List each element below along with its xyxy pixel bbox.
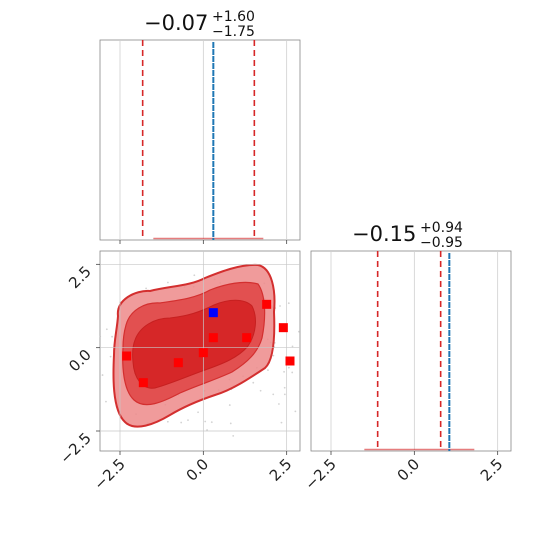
hist-panel-param1-marks — [141, 40, 264, 240]
scatter-xtick-label-0: −2.5 — [90, 455, 128, 493]
hist-panel-param1-title: −0.07 +1.60 −1.75 — [144, 9, 255, 40]
noise-dot — [283, 393, 286, 396]
noise-dot — [279, 305, 281, 307]
sample-point-5 — [242, 333, 252, 343]
noise-dot — [291, 371, 294, 374]
scatter-panel-grid — [100, 251, 300, 451]
contour-inner — [132, 299, 256, 389]
noise-dot — [206, 429, 208, 431]
scatter-xtick-label-2: 2.5 — [266, 455, 296, 485]
noise-dot — [259, 389, 262, 392]
noise-dot — [105, 328, 108, 331]
noise-dot — [287, 302, 290, 305]
sample-point-4 — [208, 333, 218, 343]
sample-point-6 — [262, 299, 272, 309]
param1-title-minus: −1.75 — [212, 24, 255, 40]
noise-dot — [99, 335, 102, 338]
hist-panel-param1-frame — [99, 39, 301, 241]
noise-dot — [232, 434, 235, 437]
sample-point-0 — [122, 351, 132, 361]
noise-dot — [272, 354, 275, 357]
hist-panel-param1-grid — [119, 40, 288, 244]
param2-title-minus: −0.95 — [420, 235, 463, 251]
noise-dot — [283, 386, 286, 389]
noise-dot — [166, 420, 169, 423]
noise-dot — [267, 369, 269, 372]
hist-panel-param2-title: −0.15 +0.94 −0.95 — [352, 220, 463, 251]
noise-dot — [280, 421, 283, 424]
hist-panel-param2-marks — [364, 251, 475, 451]
scatter-ytick-label-2: 2.5 — [65, 262, 95, 292]
noise-dot — [278, 403, 280, 405]
truth-point — [208, 308, 218, 318]
hist-panel-param2: −2.5 0.0 2.5 −0.15 +0.94 −0.95 — [301, 220, 512, 494]
hist2-xtick-label-2: 2.5 — [477, 455, 507, 485]
scatter-ytick-label-1: 0.0 — [65, 346, 95, 376]
param2-title-plus: +0.94 — [420, 220, 463, 236]
param1-title-value: −0.07 — [144, 11, 208, 35]
scatter-sample-points — [122, 299, 295, 388]
noise-dot — [287, 366, 290, 369]
noise-dot — [197, 411, 199, 414]
noise-dot — [180, 421, 183, 424]
noise-dot — [283, 370, 285, 373]
noise-dot — [111, 335, 113, 338]
noise-dot — [109, 355, 112, 358]
sample-point-8 — [285, 356, 295, 366]
noise-dot — [210, 421, 213, 424]
noise-dot — [252, 381, 255, 384]
noise-dot — [272, 393, 275, 396]
noise-dot — [298, 330, 300, 333]
noise-dot — [167, 281, 169, 284]
noise-dot — [204, 420, 207, 423]
noise-dot — [294, 410, 297, 413]
noise-dot — [105, 400, 107, 403]
hist2-xtick-label-1: 0.0 — [394, 455, 424, 485]
sample-point-1 — [138, 378, 148, 388]
scatter-xtick-label-1: 0.0 — [183, 455, 213, 485]
hist2-xtick-label-0: −2.5 — [301, 455, 339, 493]
noise-dot — [145, 287, 148, 290]
noise-dot — [228, 404, 231, 406]
scatter-ytick-label-0: −2.5 — [56, 429, 94, 467]
sample-point-3 — [198, 348, 208, 358]
sample-point-7 — [278, 323, 288, 333]
sample-point-2 — [173, 358, 183, 368]
density-contours — [112, 263, 276, 428]
hist-panel-param2-grid — [330, 251, 499, 455]
hist-panel-param1: −0.07 +1.60 −1.75 — [99, 9, 301, 244]
param1-title-plus: +1.60 — [212, 9, 255, 25]
hist-panel-param2-frame — [310, 250, 512, 452]
param2-title-value: −0.15 — [352, 222, 416, 246]
noise-dot — [291, 345, 294, 348]
noise-dot — [229, 422, 232, 425]
hist-panel-param2-ticks: −2.5 0.0 2.5 — [301, 455, 506, 493]
scatter-panel: −2.5−2.5 0.0 0.0 2.5 2.5 — [56, 250, 301, 494]
noise-dot — [187, 419, 189, 421]
noise-dot — [101, 374, 104, 376]
noise-dot — [193, 274, 196, 277]
